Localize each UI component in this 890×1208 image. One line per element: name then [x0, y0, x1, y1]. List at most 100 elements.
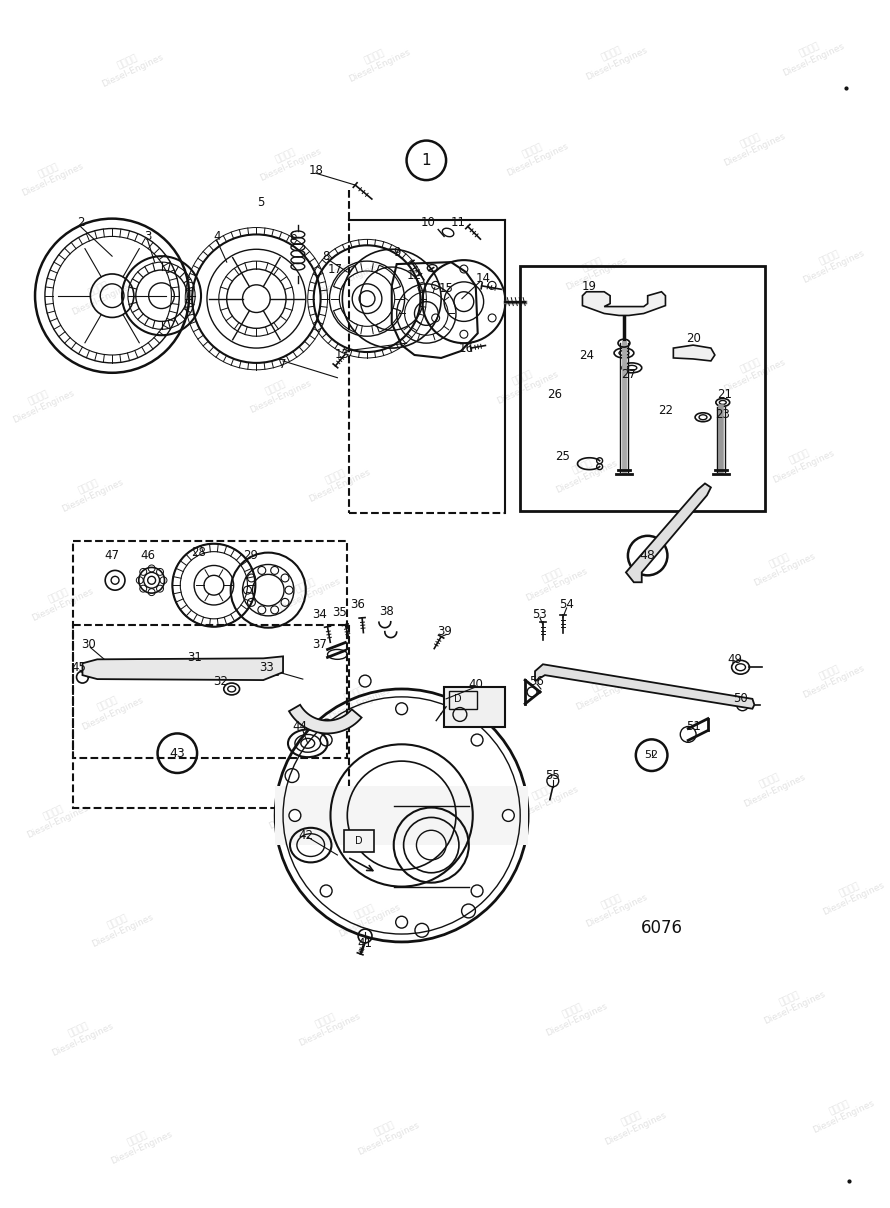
Text: 7: 7 [279, 359, 287, 371]
Text: 紫发动力
Diesel-Engines: 紫发动力 Diesel-Engines [521, 557, 589, 603]
Text: 43: 43 [169, 747, 185, 760]
Text: 27: 27 [621, 368, 636, 382]
Circle shape [320, 734, 332, 745]
Text: 紫发动力
Diesel-Engines: 紫发动力 Diesel-Engines [323, 676, 392, 722]
Text: 紫发动力
Diesel-Engines: 紫发动力 Diesel-Engines [767, 439, 837, 484]
Circle shape [503, 809, 514, 821]
Text: 13: 13 [335, 348, 350, 361]
Text: 24: 24 [578, 349, 594, 362]
Wedge shape [376, 308, 400, 332]
Wedge shape [376, 266, 400, 289]
Circle shape [471, 885, 483, 896]
Text: 19: 19 [582, 280, 597, 294]
Text: 紫发动力
Diesel-Engines: 紫发动力 Diesel-Engines [718, 122, 787, 168]
Text: 6076: 6076 [641, 919, 683, 937]
Text: 8: 8 [322, 250, 329, 262]
Polygon shape [535, 664, 755, 709]
Text: 紫发动力
Diesel-Engines: 紫发动力 Diesel-Engines [56, 469, 125, 515]
Text: 紫发动力
Diesel-Engines: 紫发动力 Diesel-Engines [511, 774, 579, 820]
Text: 紫发动力
Diesel-Engines: 紫发动力 Diesel-Engines [490, 360, 560, 406]
Text: 紫发动力
Diesel-Engines: 紫发动力 Diesel-Engines [76, 686, 144, 732]
Polygon shape [83, 656, 283, 680]
Text: 紫发动力
Diesel-Engines: 紫发动力 Diesel-Engines [312, 251, 382, 297]
Text: 紫发动力
Diesel-Engines: 紫发动力 Diesel-Engines [797, 655, 866, 701]
Text: 52: 52 [644, 750, 659, 760]
Text: 26: 26 [547, 388, 562, 401]
Text: 紫发动力
Diesel-Engines: 紫发动力 Diesel-Engines [6, 379, 76, 425]
Text: 5: 5 [256, 197, 264, 209]
Text: 40: 40 [468, 678, 483, 691]
Text: 47: 47 [105, 550, 119, 562]
Text: 紫发动力
Diesel-Engines: 紫发动力 Diesel-Engines [352, 1110, 421, 1156]
Polygon shape [289, 704, 361, 733]
Text: 紫发动力
Diesel-Engines: 紫发动力 Diesel-Engines [817, 871, 886, 917]
Text: 紫发动力
Diesel-Engines: 紫发动力 Diesel-Engines [95, 43, 165, 89]
Text: 51: 51 [685, 720, 700, 733]
Wedge shape [334, 308, 358, 332]
Bar [444, 687, 506, 726]
Text: 16: 16 [458, 342, 473, 355]
Text: 紫发动力
Diesel-Engines: 紫发动力 Diesel-Engines [579, 35, 649, 81]
Text: 1: 1 [422, 153, 431, 168]
Text: 20: 20 [685, 332, 700, 344]
Bar [520, 266, 765, 511]
Text: 紫发动力
Diesel-Engines: 紫发动力 Diesel-Engines [293, 1001, 362, 1047]
Text: 紫发动力
Diesel-Engines: 紫发动力 Diesel-Engines [718, 348, 787, 394]
Text: 紫发动力
Diesel-Engines: 紫发动力 Diesel-Engines [21, 795, 90, 841]
Text: 紫发动力
Diesel-Engines: 紫发动力 Diesel-Engines [254, 138, 322, 184]
Bar [73, 625, 349, 808]
Text: 紫发动力
Diesel-Engines: 紫发动力 Diesel-Engines [570, 666, 639, 712]
Text: 46: 46 [141, 550, 155, 562]
Circle shape [396, 916, 408, 928]
Text: 紫发动力
Diesel-Engines: 紫发动力 Diesel-Engines [560, 246, 628, 292]
Text: 4: 4 [213, 230, 221, 243]
Text: 36: 36 [350, 598, 365, 611]
Text: 14: 14 [476, 273, 491, 285]
Text: 37: 37 [312, 638, 327, 651]
Text: 22: 22 [658, 403, 673, 417]
Text: 32: 32 [214, 674, 228, 687]
Text: 紫发动力
Diesel-Engines: 紫发动力 Diesel-Engines [16, 152, 85, 198]
Text: 15: 15 [439, 283, 454, 295]
Text: 紫发动力
Diesel-Engines: 紫发动力 Diesel-Engines [303, 459, 372, 505]
Text: 53: 53 [532, 609, 547, 621]
FancyArrowPatch shape [429, 267, 433, 271]
Text: 紫发动力
Diesel-Engines: 紫发动力 Diesel-Engines [777, 31, 846, 77]
Text: 紫发动力
Diesel-Engines: 紫发动力 Diesel-Engines [540, 992, 609, 1038]
Text: 紫发动力
Diesel-Engines: 紫发动力 Diesel-Engines [343, 39, 411, 85]
Circle shape [396, 703, 408, 715]
Text: 紫发动力
Diesel-Engines: 紫发动力 Diesel-Engines [738, 763, 806, 809]
Text: 6: 6 [289, 230, 296, 243]
Text: 紫发动力
Diesel-Engines: 紫发动力 Diesel-Engines [748, 542, 816, 588]
Text: 紫发动力
Diesel-Engines: 紫发动力 Diesel-Engines [333, 893, 401, 939]
Text: 48: 48 [640, 550, 656, 562]
Text: 42: 42 [298, 829, 313, 842]
Text: 紫发动力
Diesel-Engines: 紫发动力 Diesel-Engines [85, 904, 155, 949]
Text: 11: 11 [450, 216, 465, 230]
Text: 54: 54 [559, 598, 574, 611]
Text: 紫发动力
Diesel-Engines: 紫发动力 Diesel-Engines [599, 1100, 668, 1146]
Circle shape [320, 885, 332, 896]
Text: 紫发动力
Diesel-Engines: 紫发动力 Diesel-Engines [550, 448, 619, 494]
Text: 3: 3 [144, 230, 151, 243]
Text: 9: 9 [392, 245, 400, 259]
Text: 紫发动力
Diesel-Engines: 紫发动力 Diesel-Engines [797, 239, 866, 285]
Text: 紫发动力
Diesel-Engines: 紫发动力 Diesel-Engines [807, 1088, 876, 1134]
Text: 33: 33 [259, 661, 273, 674]
Text: 紫发动力
Diesel-Engines: 紫发动力 Diesel-Engines [500, 133, 570, 179]
Text: D: D [454, 693, 462, 704]
Circle shape [471, 734, 483, 745]
Text: 25: 25 [555, 451, 570, 464]
Bar [449, 691, 477, 709]
Text: 29: 29 [243, 550, 258, 562]
Text: 紫发动力
Diesel-Engines: 紫发动力 Diesel-Engines [757, 980, 827, 1026]
Text: 紫发动力
Diesel-Engines: 紫发动力 Diesel-Engines [46, 1012, 115, 1058]
Text: 紫发动力
Diesel-Engines: 紫发动力 Diesel-Engines [273, 568, 343, 614]
Bar [275, 786, 528, 846]
Text: 31: 31 [187, 651, 201, 664]
Text: 18: 18 [308, 164, 323, 176]
Text: 17: 17 [328, 262, 343, 275]
Polygon shape [674, 345, 715, 361]
Text: 49: 49 [727, 652, 742, 666]
Text: 41: 41 [358, 937, 373, 951]
